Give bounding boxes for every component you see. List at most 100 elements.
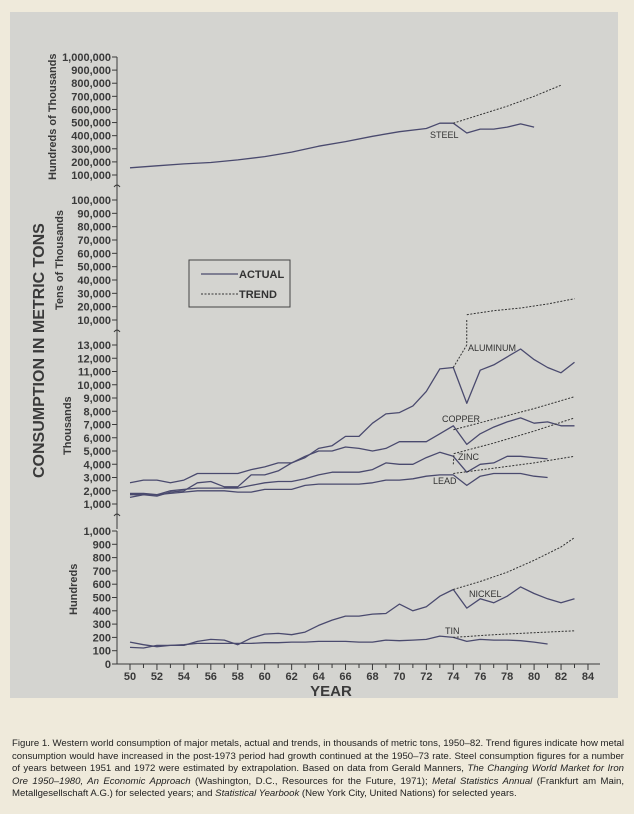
axes bbox=[113, 57, 121, 664]
y-tick-label: 3,000 bbox=[83, 473, 111, 485]
y-tick-label: 60,000 bbox=[77, 248, 111, 260]
y-tick-label: 100 bbox=[93, 646, 111, 658]
x-tick-label: 56 bbox=[205, 671, 217, 683]
y-tick-label: 40,000 bbox=[77, 275, 111, 287]
series-lines bbox=[129, 84, 575, 649]
caption-text: (Frankfurt am Main, Metallgesellschaft A… bbox=[12, 775, 624, 800]
y-tick-label: 80,000 bbox=[77, 222, 111, 234]
y-axis-title: CONSUMPTION IN METRIC TONS bbox=[31, 223, 48, 478]
y-tick-label: 100,000 bbox=[71, 170, 111, 182]
y-tick-label: 300 bbox=[93, 619, 111, 631]
x-tick-label: 62 bbox=[286, 671, 298, 683]
label-aluminum: ALUMINUM bbox=[468, 343, 516, 353]
x-tick-label: 78 bbox=[501, 671, 513, 683]
caption-citation-title: The Changing World Market for Iron Ore 1… bbox=[12, 763, 624, 787]
y-tick-label: 200,000 bbox=[71, 157, 111, 169]
y-tick-label: 10,000 bbox=[77, 380, 111, 392]
y-tick-label: 200 bbox=[93, 632, 111, 644]
x-tick-label: 64 bbox=[312, 671, 325, 683]
steel-actual-line bbox=[129, 122, 535, 169]
nickel-actual-line bbox=[129, 586, 575, 649]
aluminum-trend-line bbox=[466, 298, 575, 316]
unit-label-thousands: Thousands bbox=[62, 396, 74, 455]
legend-actual: ACTUAL bbox=[239, 269, 284, 281]
label-tin: TIN bbox=[445, 626, 460, 636]
y-tick-label: 10,000 bbox=[77, 315, 111, 327]
y-tick-label: 500,000 bbox=[71, 118, 111, 130]
unit-label-hundreds: Hundreds bbox=[68, 564, 80, 615]
y-tick-label: 600 bbox=[93, 579, 111, 591]
y-tick-label: 11,000 bbox=[78, 367, 111, 379]
y-tick-label: 0 bbox=[105, 659, 111, 671]
x-tick-label: 72 bbox=[420, 671, 432, 683]
x-tick-label: 84 bbox=[582, 671, 595, 683]
y-tick-label: 7,000 bbox=[83, 420, 111, 432]
figure-caption: Figure 1. Western world consumption of m… bbox=[12, 738, 624, 801]
x-tick-label: 54 bbox=[178, 671, 191, 683]
y-tick-label: 8,000 bbox=[83, 406, 111, 418]
y-tick-label: 9,000 bbox=[83, 393, 111, 405]
legend: ACTUAL TREND bbox=[188, 259, 291, 308]
y-tick-label: 30,000 bbox=[77, 288, 111, 300]
y-tick-label: 400 bbox=[93, 606, 111, 618]
y-tick-label: 12,000 bbox=[77, 353, 111, 365]
x-tick-label: 80 bbox=[528, 671, 540, 683]
y-tick-label: 900 bbox=[93, 539, 111, 551]
copper-actual-line bbox=[129, 417, 575, 484]
x-tick-label: 52 bbox=[151, 671, 163, 683]
y-tick-label: 800,000 bbox=[71, 78, 111, 90]
lead-trend-line bbox=[453, 455, 575, 474]
x-tick-label: 68 bbox=[366, 671, 378, 683]
y-tick-label: 600,000 bbox=[71, 104, 111, 116]
caption-text: Figure 1. Western world consumption of m… bbox=[12, 738, 625, 775]
tin-actual-line bbox=[129, 635, 548, 648]
caption-citation-title: Statistical Yearbook bbox=[215, 788, 300, 800]
zinc-actual-line bbox=[130, 451, 548, 496]
label-zinc: ZINC bbox=[458, 452, 479, 462]
y-tick-label: 800 bbox=[93, 553, 111, 565]
y-tick-label: 400,000 bbox=[71, 131, 111, 143]
unit-label-steel: Hundreds of Thousands bbox=[47, 54, 59, 181]
aluminum-trend-line bbox=[452, 344, 468, 368]
label-nickel: NICKEL bbox=[469, 589, 502, 599]
caption-text: (Washington, D.C., Resources for the Fut… bbox=[190, 775, 433, 787]
y-tick-label: 100,000 bbox=[71, 195, 111, 207]
label-steel: STEEL bbox=[430, 130, 459, 140]
chart-panel bbox=[10, 12, 618, 698]
legend-trend: TREND bbox=[239, 289, 277, 301]
y-tick-label: 1,000 bbox=[83, 526, 111, 538]
lead-actual-line bbox=[130, 472, 548, 496]
y-tick-label: 900,000 bbox=[71, 65, 111, 77]
y-tick-label: 50,000 bbox=[77, 262, 111, 274]
tin-trend-line bbox=[453, 630, 575, 638]
x-ticks: 50 52 54 56 58 60 62 64 66 68 70 72 74 76 78 80 82 84 bbox=[117, 663, 600, 683]
caption-citation-title: Metal Statistics Annual bbox=[432, 775, 533, 787]
y-tick-label: 70,000 bbox=[77, 235, 111, 247]
x-tick-label: 58 bbox=[232, 671, 244, 683]
x-tick-label: 74 bbox=[447, 671, 460, 683]
unit-label-tens: Tens of Thousands bbox=[54, 210, 66, 310]
steel-trend-line bbox=[453, 84, 562, 124]
y-tick-label: 13,000 bbox=[77, 340, 111, 352]
zinc-trend-line bbox=[452, 417, 575, 465]
label-lead: LEAD bbox=[433, 476, 457, 486]
nickel-trend-line bbox=[453, 537, 575, 590]
y-tick-label: 20,000 bbox=[77, 302, 111, 314]
aluminum-actual-line bbox=[129, 348, 575, 499]
y-tick-label: 500 bbox=[93, 593, 111, 605]
y-tick-label: 6,000 bbox=[83, 433, 111, 445]
label-copper: COPPER bbox=[442, 414, 481, 424]
y-tick-label: 700 bbox=[93, 566, 111, 578]
x-axis-title: YEAR bbox=[310, 683, 352, 700]
y-tick-label: 700,000 bbox=[71, 91, 111, 103]
y-tick-label: 1,000,000 bbox=[62, 52, 111, 64]
x-tick-label: 70 bbox=[393, 671, 405, 683]
x-tick-label: 60 bbox=[259, 671, 271, 683]
y-tick-label: 4,000 bbox=[83, 459, 111, 471]
x-tick-label: 76 bbox=[474, 671, 486, 683]
x-tick-label: 50 bbox=[124, 671, 136, 683]
y-tick-label: 1,000 bbox=[83, 499, 111, 511]
y-tick-label: 90,000 bbox=[77, 208, 111, 220]
